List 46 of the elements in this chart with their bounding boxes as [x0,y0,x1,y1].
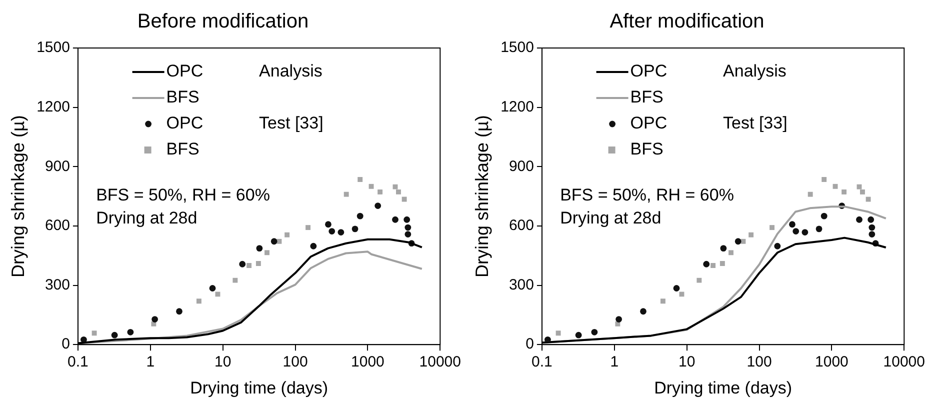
y-tick-label: 0 [526,336,534,353]
chart-title: After modification [610,10,764,33]
y-tick-label: 900 [508,158,534,175]
y-tick-label: 1500 [36,39,70,56]
x-tick-label: 10000 [419,354,462,371]
y-tick-label: 600 [508,217,534,234]
y-tick-label: 900 [44,158,70,175]
y-axis-title: Drying shrinkage (µ) [472,115,492,278]
legend-label: BFS [166,140,200,159]
chart-title: Before modification [137,10,309,33]
legend-label: OPC [630,62,668,81]
legend-label: OPC [166,62,204,81]
x-axis-title: Drying time (days) [654,378,792,398]
y-tick-label: 300 [508,276,534,294]
y-axis-title: Drying shrinkage (µ) [8,115,28,278]
x-tick-label: 10 [678,354,696,371]
y-tick-label: 1200 [500,98,534,116]
x-tick-label: 10 [214,354,232,371]
annotation: Analysis [259,62,322,81]
x-tick-label: 100 [282,354,308,371]
annotation: Drying at 28d [96,208,198,228]
annotation: Drying at 28d [560,208,662,228]
y-tick-label: 0 [62,336,70,353]
x-axis-title: Drying time (days) [190,378,328,398]
x-tick-label: 1 [146,354,155,371]
x-tick-label: 1 [610,354,619,371]
y-tick-label: 1200 [36,98,70,116]
annotation: Analysis [723,62,786,81]
legend-label: OPC [166,114,204,133]
annotation: Test [33] [259,114,324,133]
x-tick-label: 100 [746,354,772,371]
legend-label: OPC [630,114,668,133]
y-tick-label: 1500 [500,39,534,56]
annotation: BFS = 50%, RH = 60% [560,186,734,205]
x-tick-label: 1000 [351,354,384,371]
legend-label: BFS [630,140,664,159]
legend-label: BFS [630,88,664,107]
annotation: Test [33] [723,114,788,133]
annotation: BFS = 50%, RH = 60% [96,186,270,205]
x-tick-label: 0.1 [532,354,552,371]
legend-label: BFS [166,88,200,107]
y-tick-label: 300 [44,276,70,294]
x-tick-label: 10000 [883,354,926,371]
x-tick-label: 1000 [815,354,848,371]
x-tick-label: 0.1 [68,354,88,371]
y-tick-label: 600 [44,217,70,234]
